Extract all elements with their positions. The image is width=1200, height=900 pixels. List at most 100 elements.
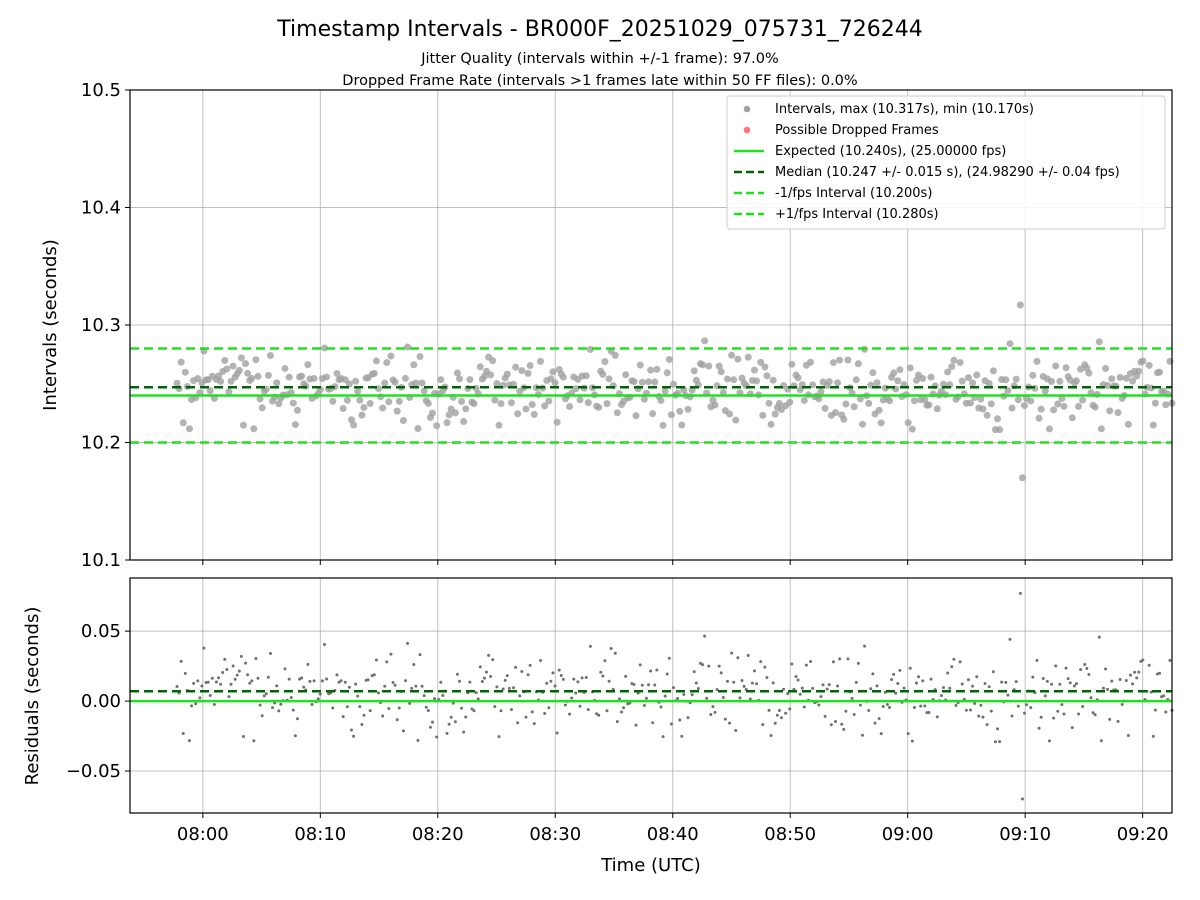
interval-point: [343, 396, 351, 404]
interval-point: [906, 364, 914, 372]
residual-point: [362, 713, 366, 717]
residual-point: [505, 674, 509, 678]
residual-point: [958, 660, 962, 664]
residual-point: [499, 709, 503, 713]
interval-point: [223, 365, 231, 373]
residual-point: [906, 732, 910, 736]
residual-point: [1052, 716, 1056, 720]
interval-point: [788, 360, 796, 368]
interval-point: [584, 399, 592, 407]
interval-point: [601, 358, 609, 366]
interval-point: [414, 424, 422, 432]
residual-point: [266, 675, 270, 679]
interval-point: [665, 356, 673, 364]
residual-point: [736, 656, 740, 660]
intervals-y-axis-label: Intervals (seconds): [40, 239, 61, 411]
residual-point: [495, 685, 499, 689]
interval-point: [989, 367, 997, 375]
residual-point: [551, 671, 555, 675]
interval-point: [418, 379, 426, 387]
interval-point: [950, 356, 958, 364]
residual-point: [983, 682, 987, 686]
interval-point: [1027, 397, 1035, 405]
residual-point: [426, 709, 430, 713]
residual-point: [1020, 797, 1024, 801]
residual-point: [293, 734, 297, 738]
residual-point: [345, 705, 349, 709]
residual-point: [1023, 711, 1027, 715]
interval-point: [281, 364, 289, 372]
residual-point: [850, 696, 854, 700]
residual-point: [1126, 733, 1130, 737]
residual-point: [420, 684, 424, 688]
interval-point: [514, 410, 522, 418]
interval-point: [385, 398, 393, 406]
residual-point: [682, 693, 686, 697]
residual-point: [887, 705, 891, 709]
residual-point: [1124, 679, 1128, 683]
interval-point: [956, 359, 964, 367]
interval-point: [237, 354, 245, 362]
interval-point: [582, 372, 590, 380]
residuals-axes-frame: [129, 577, 1173, 814]
interval-point: [491, 396, 499, 404]
residual-point: [723, 717, 727, 721]
interval-point: [217, 377, 225, 385]
residual-point: [472, 709, 476, 713]
intervals-y-tick-label: 10.3: [81, 315, 121, 336]
residual-point: [825, 687, 829, 691]
residual-point: [651, 721, 655, 725]
residual-point: [408, 701, 412, 705]
residual-point: [910, 739, 914, 743]
residual-point: [767, 708, 771, 712]
residual-point: [971, 684, 975, 688]
residual-point: [1047, 739, 1051, 743]
residual-point: [597, 713, 601, 717]
residual-point: [844, 709, 848, 713]
interval-point: [726, 410, 734, 418]
interval-point: [576, 396, 584, 404]
residual-point: [356, 694, 360, 698]
interval-point: [298, 372, 306, 380]
residual-point: [308, 679, 312, 683]
interval-point: [817, 388, 825, 396]
residual-point: [842, 727, 846, 731]
residual-point: [1135, 676, 1139, 680]
residual-point: [921, 679, 925, 683]
residual-point: [609, 647, 613, 650]
residual-point: [341, 715, 345, 719]
residual-point: [985, 723, 989, 727]
residual-point: [190, 704, 194, 708]
residual-point: [514, 665, 518, 669]
interval-point: [264, 371, 272, 379]
residual-point: [289, 695, 293, 699]
residual-point: [275, 684, 279, 688]
residual-point: [1043, 694, 1047, 698]
residual-point: [1025, 703, 1029, 707]
residual-point: [445, 731, 449, 735]
residual-point: [235, 673, 239, 677]
residual-point: [1058, 682, 1062, 686]
residual-point: [318, 692, 322, 696]
residual-point: [1162, 694, 1166, 698]
residual-point: [175, 684, 179, 688]
residual-point: [246, 673, 250, 677]
residual-point: [678, 718, 682, 722]
residual-point: [559, 674, 563, 678]
legend-label-expected: Expected (10.240s), (25.00000 fps): [775, 144, 1006, 159]
residual-point: [624, 674, 628, 678]
residual-point: [771, 681, 775, 685]
residual-point: [1097, 635, 1101, 639]
residual-point: [547, 706, 551, 710]
residual-point: [701, 663, 705, 667]
interval-point: [1077, 365, 1085, 373]
residual-point: [740, 678, 744, 682]
residual-point: [181, 732, 185, 736]
residual-point: [580, 676, 584, 680]
residual-point: [1018, 591, 1022, 595]
interval-point: [1062, 364, 1070, 372]
interval-point: [757, 358, 765, 366]
residual-point: [1054, 664, 1058, 668]
interval-point: [443, 419, 451, 427]
residual-point: [574, 691, 578, 695]
